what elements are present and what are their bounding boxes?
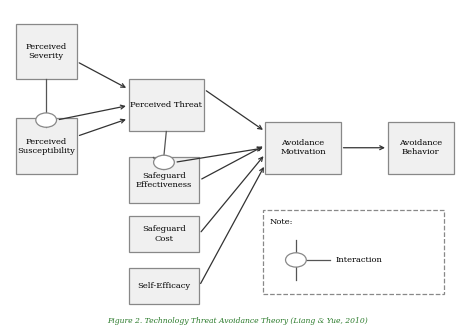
Text: Perceived
Severity: Perceived Severity [26,43,67,60]
Text: Figure 2. Technology Threat Avoidance Theory (Liang & Yue, 2010): Figure 2. Technology Threat Avoidance Th… [107,317,367,325]
FancyBboxPatch shape [16,24,77,79]
FancyBboxPatch shape [388,122,454,174]
FancyBboxPatch shape [265,122,341,174]
Circle shape [36,113,56,127]
Circle shape [285,253,306,267]
Text: Safeguard
Cost: Safeguard Cost [142,225,186,242]
Text: Avoidance
Behavior: Avoidance Behavior [399,139,442,156]
FancyBboxPatch shape [128,79,204,132]
Text: Safeguard
Effectiveness: Safeguard Effectiveness [136,172,192,189]
Text: Avoidance
Motivation: Avoidance Motivation [280,139,326,156]
Text: Self-Efficacy: Self-Efficacy [137,282,191,290]
Circle shape [154,155,174,170]
Text: Perceived Threat: Perceived Threat [130,101,202,110]
Text: Interaction: Interaction [336,256,383,264]
Text: Note:: Note: [270,218,293,226]
FancyBboxPatch shape [128,216,199,252]
FancyBboxPatch shape [128,268,199,304]
FancyBboxPatch shape [128,157,199,203]
FancyBboxPatch shape [263,210,444,294]
FancyBboxPatch shape [16,118,77,174]
Text: Perceived
Susceptibility: Perceived Susceptibility [17,137,75,155]
